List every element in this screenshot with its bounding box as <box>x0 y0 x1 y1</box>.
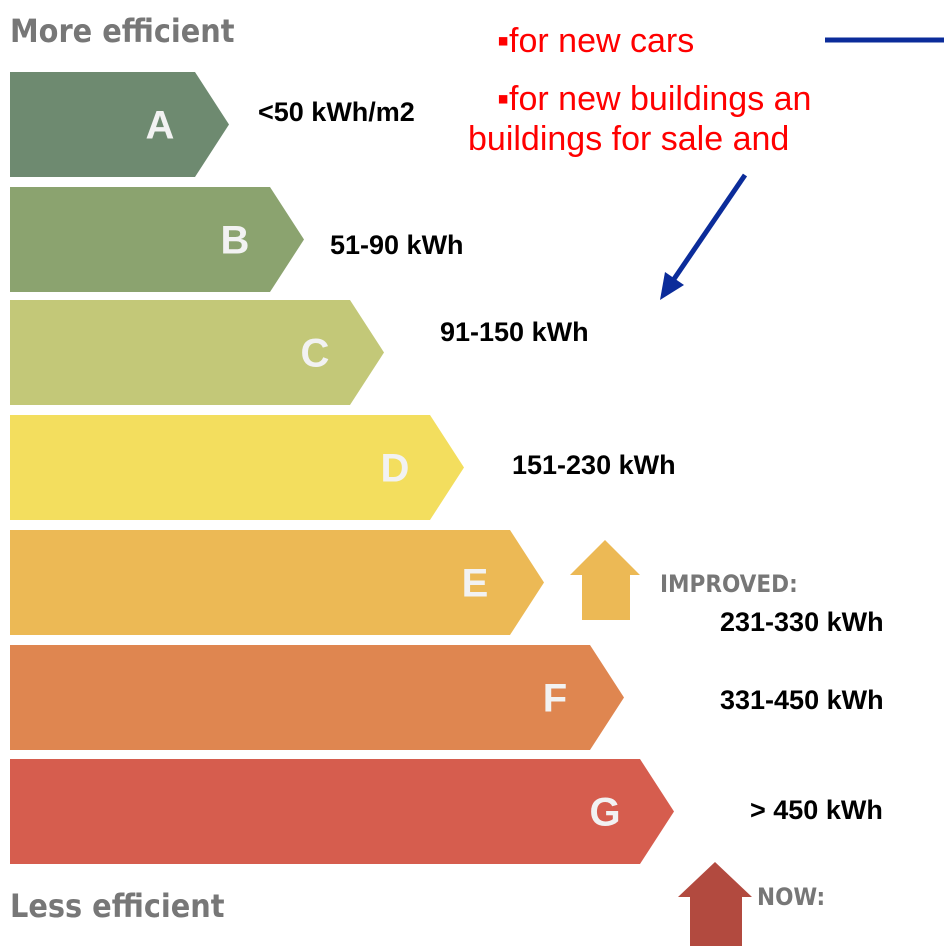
band-letter: A <box>146 104 175 148</box>
note: ▪for new cars <box>497 22 694 60</box>
arrow-head <box>660 272 684 300</box>
band <box>10 759 674 864</box>
house-icon <box>678 862 752 946</box>
bottom-label: Less efficient <box>10 887 225 925</box>
improved-label: IMPROVED: <box>660 570 798 598</box>
band-letter: D <box>381 447 410 491</box>
top-label: More efficient <box>10 12 235 50</box>
band <box>10 530 544 635</box>
band <box>10 187 304 292</box>
band-letter: C <box>301 332 330 376</box>
band <box>10 300 384 405</box>
band-range: > 450 kWh <box>750 795 883 825</box>
band-range: 151-230 kWh <box>512 450 676 480</box>
now-label: NOW: <box>757 883 825 911</box>
house-icon <box>570 540 640 620</box>
band-range: 51-90 kWh <box>330 230 464 260</box>
pointer-arrow <box>669 173 748 284</box>
band <box>10 72 229 177</box>
note: ▪for new buildings an <box>497 80 811 118</box>
note: buildings for sale and <box>468 120 789 158</box>
band-letter: F <box>543 677 567 721</box>
band <box>10 415 464 520</box>
band-letter: B <box>221 219 250 263</box>
band-range: 231-330 kWh <box>720 607 884 637</box>
band-letter: E <box>462 562 489 606</box>
band-letter: G <box>589 791 620 835</box>
band-range: 331-450 kWh <box>720 685 884 715</box>
band <box>10 645 624 750</box>
band-range: 91-150 kWh <box>440 317 589 347</box>
band-range: <50 kWh/m2 <box>258 97 415 127</box>
